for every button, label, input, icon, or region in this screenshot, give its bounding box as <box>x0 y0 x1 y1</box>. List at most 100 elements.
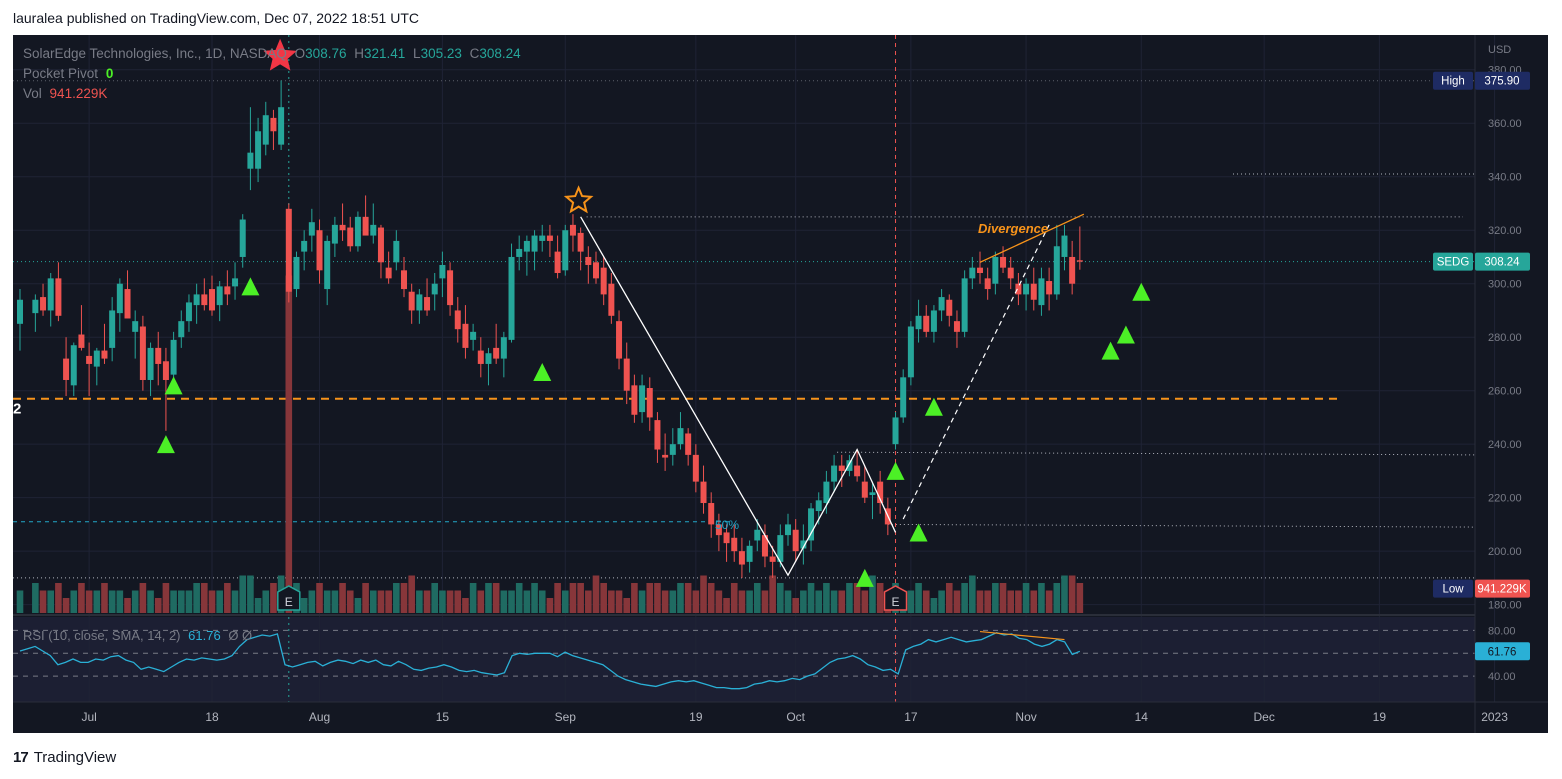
volume-bar <box>515 583 523 613</box>
candle-body <box>554 251 561 274</box>
candle-body <box>508 256 515 340</box>
candle-body <box>992 256 999 284</box>
volume-bar <box>477 590 485 613</box>
volume-bar <box>577 583 584 613</box>
rsi-badge-value: 61.76 <box>1488 646 1517 658</box>
candle-body <box>316 230 323 271</box>
rsi-extra: Ø Ø <box>228 628 253 643</box>
pocket-pivot-label[interactable]: Pocket Pivot <box>23 66 99 81</box>
publish-header: lauralea published on TradingView.com, D… <box>13 10 419 26</box>
candle-body <box>669 444 676 455</box>
volume-bar <box>907 590 915 613</box>
volume-bar <box>938 590 945 613</box>
price-tick-label: 280.00 <box>1488 332 1522 344</box>
rsi-label[interactable]: RSI (10, close, SMA, 14, 2) <box>23 628 181 643</box>
high-badge-label-bg <box>1433 71 1473 90</box>
candle-body <box>385 267 392 279</box>
earnings-icon <box>883 585 908 611</box>
volume-bar <box>1007 590 1015 613</box>
candle-body <box>915 315 922 330</box>
candle-body <box>232 278 239 287</box>
volume-bar <box>846 583 853 613</box>
candles <box>17 80 1083 578</box>
rsi-badge: 61.76 <box>1475 642 1530 661</box>
pocket-pivot-triangle-icon <box>909 523 928 542</box>
volume-bar <box>800 590 807 613</box>
candle-body <box>593 262 599 279</box>
low-badge: Low 941.229K <box>1433 579 1530 598</box>
high-label: H <box>354 46 364 61</box>
symbol-title[interactable]: SolarEdge Technologies, Inc., 1D, NASDAQ <box>23 46 287 61</box>
volume-bar <box>1076 583 1084 613</box>
time-tick-label: Sep <box>555 710 577 724</box>
volume-bar <box>446 590 454 613</box>
volume-bar <box>600 583 607 613</box>
volume-bar <box>784 590 792 613</box>
volume-bar <box>1068 575 1076 613</box>
volume-bar <box>193 583 200 613</box>
volume-bar <box>416 590 423 613</box>
candle-body <box>600 267 607 295</box>
volume-bar <box>1053 583 1061 613</box>
candle-body <box>869 492 876 495</box>
candle-body <box>546 235 553 241</box>
candle-body <box>408 291 415 311</box>
candle-body <box>55 278 62 316</box>
footer: 17 TradingView <box>13 749 116 766</box>
candle-body <box>178 321 185 338</box>
candle-body <box>293 256 300 290</box>
volume-bar <box>101 583 108 613</box>
candle-body <box>78 334 85 348</box>
volume-bar <box>1015 590 1022 613</box>
candle-body <box>1015 283 1022 295</box>
candle-body <box>370 224 377 236</box>
time-axis[interactable]: Jul18Aug15Sep19Oct17Nov14Dec19202317 <box>13 701 1548 724</box>
fib-label: 50% <box>715 518 739 532</box>
candle-body <box>401 270 407 290</box>
volume-bar <box>999 583 1007 613</box>
volume-bar <box>523 590 531 613</box>
candle-body <box>562 230 569 271</box>
candle-body <box>155 347 162 364</box>
volume-bar <box>730 583 738 613</box>
low-value: 305.23 <box>420 46 462 61</box>
candle-body <box>162 361 169 380</box>
volume-bar <box>700 575 707 613</box>
candle-body <box>754 529 761 541</box>
high-badge-label: High <box>1441 76 1465 88</box>
pocket-pivot-value: 0 <box>105 66 114 81</box>
volume-bar <box>631 583 638 613</box>
candle-body <box>531 235 538 252</box>
price-tick-label: 220.00 <box>1488 493 1522 505</box>
volume-value: 941.229K <box>49 86 108 101</box>
candle-body <box>224 286 231 295</box>
candle-body <box>308 222 315 236</box>
tradingview-logo-icon[interactable]: 17 <box>13 749 29 766</box>
volume-bar <box>339 583 346 613</box>
price-axis[interactable]: USD380.00360.00340.00320.00300.00280.002… <box>1474 35 1522 733</box>
candle-body <box>539 235 546 241</box>
tradingview-brand[interactable]: TradingView <box>33 749 117 766</box>
candle-body <box>861 481 868 498</box>
candle-body <box>715 524 722 536</box>
volume-bar <box>201 583 208 613</box>
candle-body <box>631 385 638 415</box>
volume-bar <box>1045 590 1053 613</box>
candle-body <box>938 297 945 311</box>
close-value: 308.24 <box>479 46 521 61</box>
candle-body <box>654 420 661 450</box>
candle-body <box>838 465 845 471</box>
time-tick-label: Dec <box>1253 710 1274 724</box>
symbol-badge: SEDG 308.24 <box>1433 252 1530 271</box>
volume-bar <box>308 590 316 613</box>
candle-body <box>823 481 830 504</box>
symbol-badge-value: 308.24 <box>1484 257 1520 269</box>
time-tick-label: 18 <box>205 710 219 724</box>
volume-bar <box>930 598 938 613</box>
volume-label[interactable]: Vol <box>23 86 42 101</box>
candle-body <box>416 294 423 311</box>
volume-bar <box>508 590 515 613</box>
symbol-badge-label: SEDG <box>1437 257 1470 269</box>
